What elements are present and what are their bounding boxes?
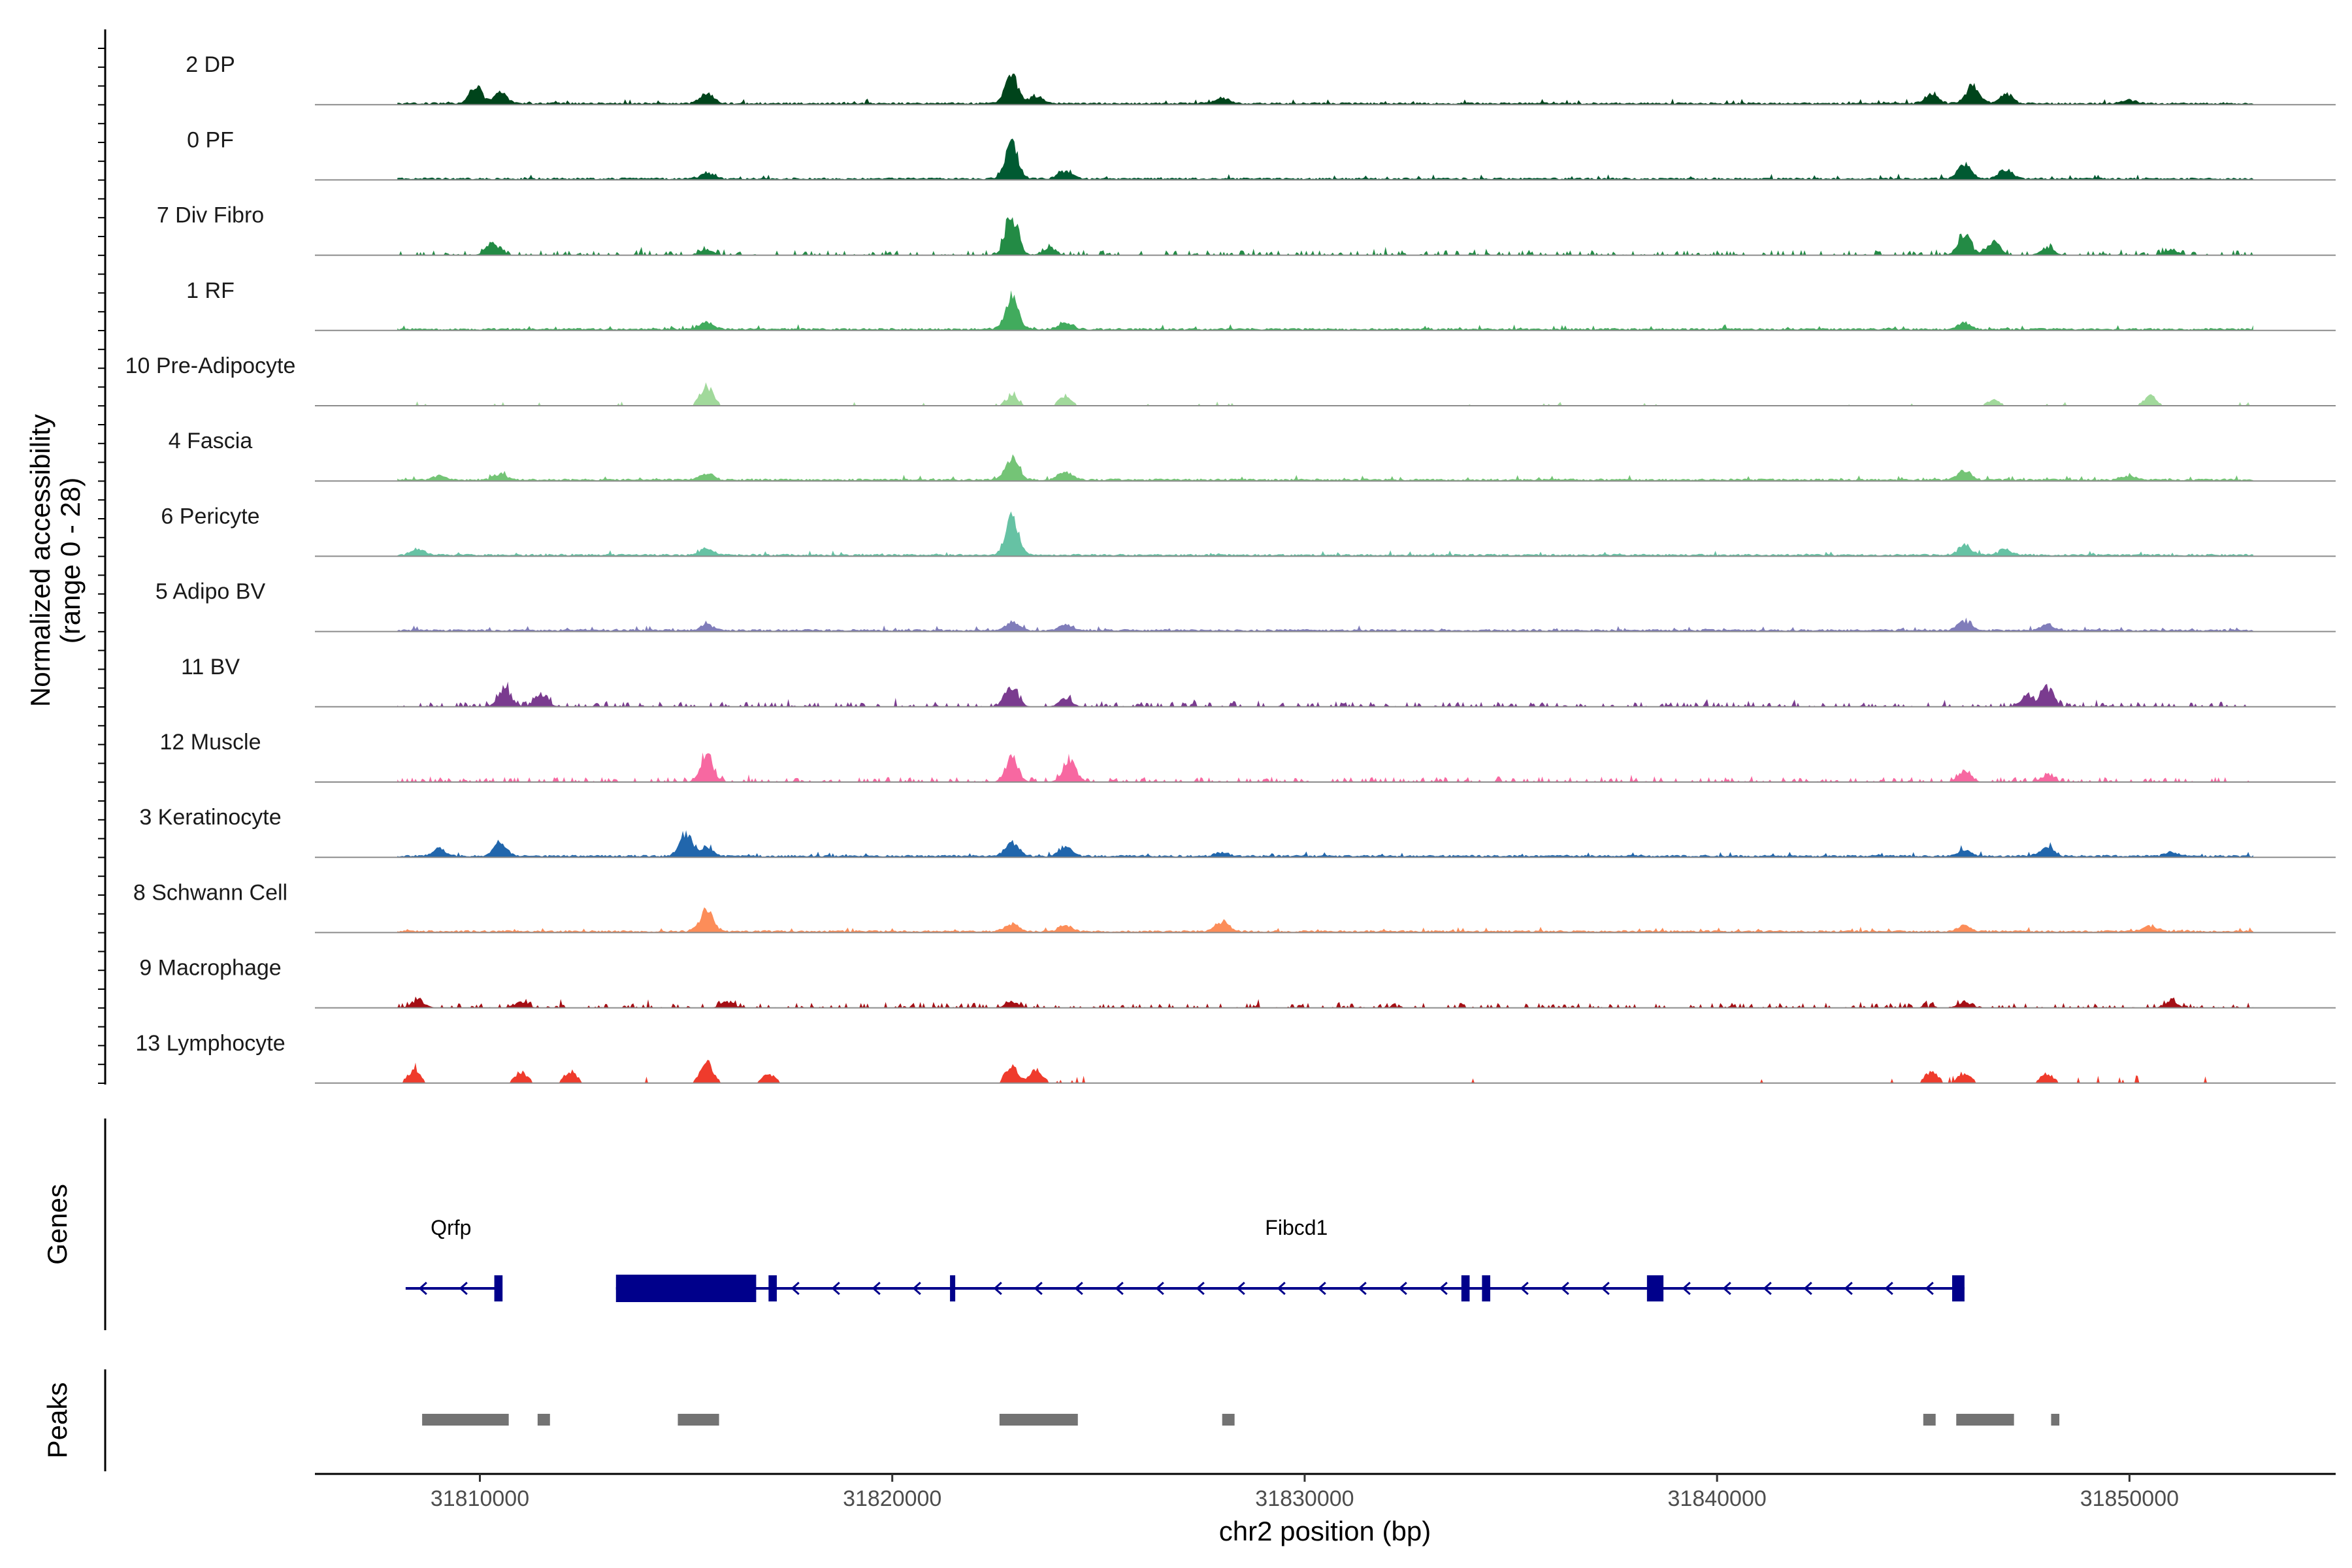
coverage-area-10-pre-adipocyte bbox=[397, 382, 2253, 406]
gene-annotations: Qrfp Fibcd1 bbox=[405, 1216, 1965, 1302]
strand-chevron-icon bbox=[1155, 1281, 1164, 1296]
strand-chevron-icon bbox=[1722, 1281, 1731, 1296]
peak-region-bar bbox=[2051, 1414, 2060, 1426]
gene-exon bbox=[1482, 1275, 1490, 1301]
strand-chevron-icon bbox=[1601, 1281, 1610, 1296]
coverage-area-0-pf bbox=[397, 139, 2253, 180]
x-axis-tick-label: 31820000 bbox=[843, 1486, 941, 1511]
track-label: 7 Div Fibro bbox=[157, 203, 264, 228]
peak-regions bbox=[422, 1414, 2060, 1426]
strand-chevron-icon bbox=[1317, 1281, 1326, 1296]
x-axis-tick-label: 31810000 bbox=[431, 1486, 529, 1511]
strand-chevron-icon bbox=[1844, 1281, 1853, 1296]
track-label: 1 RF bbox=[186, 278, 235, 303]
gene-label-fibcd1: Fibcd1 bbox=[1265, 1216, 1328, 1239]
peak-region-bar bbox=[1923, 1414, 1936, 1426]
gene-label-qrfp: Qrfp bbox=[431, 1216, 471, 1239]
gene-exon bbox=[1952, 1275, 1965, 1301]
gene-exon bbox=[1461, 1275, 1470, 1301]
strand-chevron-icon bbox=[1034, 1281, 1043, 1296]
strand-chevron-icon bbox=[1277, 1281, 1286, 1296]
track-label: 13 Lymphocyte bbox=[135, 1031, 285, 1056]
coverage-area-7-div-fibro bbox=[397, 217, 2253, 255]
gene-exon bbox=[494, 1275, 503, 1301]
track-label: 9 Macrophage bbox=[139, 956, 281, 981]
gene-exon bbox=[768, 1275, 777, 1301]
gene-exon bbox=[950, 1275, 956, 1301]
x-axis-tick-label: 31850000 bbox=[2080, 1486, 2179, 1511]
strand-chevron-icon bbox=[1115, 1281, 1124, 1296]
track-label: 12 Muscle bbox=[160, 730, 261, 755]
strand-chevron-icon bbox=[912, 1281, 921, 1296]
track-label: 3 Keratinocyte bbox=[139, 805, 281, 830]
coverage-area-1-rf bbox=[397, 290, 2253, 331]
track-label: 10 Pre-Adipocyte bbox=[125, 353, 296, 378]
x-axis-tick-label: 31840000 bbox=[1668, 1486, 1767, 1511]
track-label: 8 Schwann Cell bbox=[133, 880, 287, 905]
genes-panel-title: Genes bbox=[42, 1184, 73, 1265]
x-axis-ticks: 31810000 31820000 31830000 31840000 31850000 bbox=[431, 1474, 2179, 1511]
peaks-panel-title: Peaks bbox=[42, 1382, 73, 1459]
strand-chevron-icon bbox=[993, 1281, 1002, 1296]
coverage-area-13-lymphocyte bbox=[397, 1060, 2253, 1083]
track-label: 5 Adipo BV bbox=[155, 580, 266, 604]
strand-chevron-icon bbox=[831, 1281, 840, 1296]
strand-chevron-icon bbox=[1682, 1281, 1691, 1296]
track-label: 11 BV bbox=[181, 655, 240, 679]
strand-chevron-icon bbox=[791, 1281, 800, 1296]
peak-region-bar bbox=[1222, 1414, 1235, 1426]
strand-chevron-icon bbox=[418, 1281, 427, 1296]
y-axis-title: Normalized accessibility bbox=[25, 414, 56, 707]
strand-chevron-icon bbox=[1236, 1281, 1245, 1296]
strand-chevron-icon bbox=[1560, 1281, 1569, 1296]
strand-chevron-icon bbox=[1439, 1281, 1448, 1296]
strand-chevron-icon bbox=[872, 1281, 881, 1296]
coverage-area-6-pericyte bbox=[397, 511, 2253, 557]
coverage-tracks: 2 DP 0 PF 7 Div Fibro 1 RF 10 Pre-Adipocyte 4… bbox=[125, 52, 2336, 1084]
coverage-area-12-muscle bbox=[397, 752, 2253, 782]
coverage-area-3-keratinocyte bbox=[397, 830, 2253, 858]
track-label: 0 PF bbox=[187, 127, 234, 152]
track-label: 6 Pericyte bbox=[161, 504, 259, 529]
coverage-area-5-adipo-bv bbox=[397, 617, 2253, 632]
strand-chevron-icon bbox=[1358, 1281, 1367, 1296]
track-label: 4 Fascia bbox=[169, 429, 253, 453]
peak-region-bar bbox=[422, 1414, 509, 1426]
x-axis-title: chr2 position (bp) bbox=[1219, 1516, 1431, 1546]
strand-chevron-icon bbox=[1196, 1281, 1205, 1296]
coverage-y-axis-ticks bbox=[98, 48, 105, 1084]
coverage-area-9-macrophage bbox=[397, 996, 2253, 1008]
y-axis-range: (range 0 - 28) bbox=[55, 478, 86, 644]
strand-chevron-icon bbox=[1884, 1281, 1893, 1296]
peak-region-bar bbox=[537, 1414, 550, 1426]
strand-chevron-icon bbox=[1520, 1281, 1529, 1296]
coverage-area-2-dp bbox=[397, 73, 2253, 105]
strand-chevron-icon bbox=[1803, 1281, 1812, 1296]
strand-chevron-icon bbox=[1763, 1281, 1772, 1296]
peak-region-bar bbox=[1956, 1414, 2014, 1426]
strand-chevron-icon bbox=[459, 1281, 468, 1296]
strand-chevron-icon bbox=[1074, 1281, 1083, 1296]
coverage-area-8-schwann-cell bbox=[397, 907, 2253, 933]
peak-region-bar bbox=[999, 1414, 1078, 1426]
gene-exon bbox=[615, 1275, 757, 1302]
strand-chevron-icon bbox=[1925, 1281, 1934, 1296]
coverage-area-11-bv bbox=[397, 681, 2253, 707]
x-axis-tick-label: 31830000 bbox=[1255, 1486, 1354, 1511]
strand-chevron-icon bbox=[1398, 1281, 1407, 1296]
peak-region-bar bbox=[678, 1414, 719, 1426]
track-label: 2 DP bbox=[186, 52, 235, 77]
coverage-area-4-fascia bbox=[397, 454, 2253, 482]
gene-exon bbox=[1646, 1275, 1664, 1301]
